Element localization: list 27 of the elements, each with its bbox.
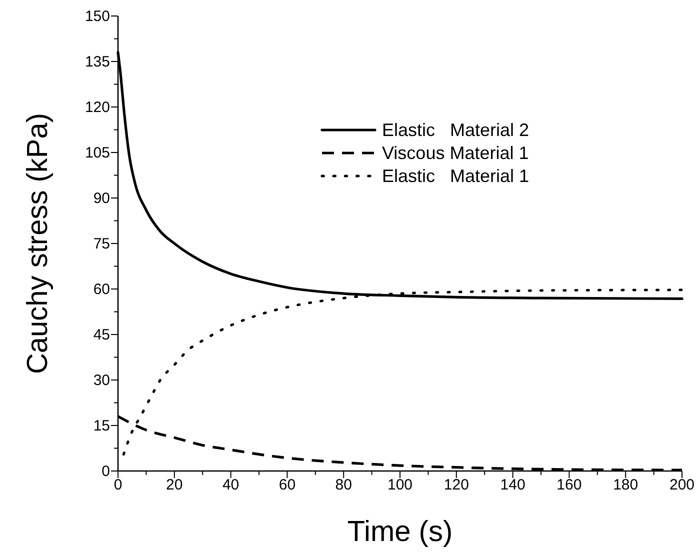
x-tick-label: 100: [387, 476, 413, 494]
y-tick-label: 120: [84, 98, 110, 116]
x-tick-label: 0: [114, 476, 122, 494]
x-tick-label: 120: [444, 476, 469, 494]
x-tick-label: 80: [335, 476, 352, 494]
x-tick-label: 180: [613, 476, 638, 494]
y-tick-label: 135: [84, 53, 110, 70]
x-tick-label: 160: [556, 476, 582, 494]
y-tick-label: 60: [93, 280, 110, 298]
x-tick-label: 40: [222, 476, 240, 494]
legend-label: Viscous Material 1: [382, 143, 529, 163]
y-axis-title: Cauchy stress (kPa): [22, 112, 54, 374]
y-tick-label: 150: [84, 8, 110, 25]
x-tick-label: 20: [166, 476, 183, 494]
y-tick-label: 45: [93, 326, 110, 344]
legend-label: Elastic Material 2: [382, 120, 530, 140]
y-tick-label: 75: [93, 235, 110, 252]
legend-label: Elastic Material 1: [382, 166, 530, 186]
x-tick-label: 60: [278, 476, 296, 494]
y-tick-label: 105: [84, 144, 110, 162]
x-axis-title: Time (s): [347, 516, 453, 548]
y-tick-label: 0: [102, 462, 110, 480]
x-tick-label: 140: [500, 476, 526, 494]
y-tick-label: 90: [93, 190, 110, 207]
y-tick-label: 30: [93, 372, 110, 389]
y-tick-label: 15: [93, 417, 110, 434]
x-tick-label: 200: [669, 476, 695, 494]
